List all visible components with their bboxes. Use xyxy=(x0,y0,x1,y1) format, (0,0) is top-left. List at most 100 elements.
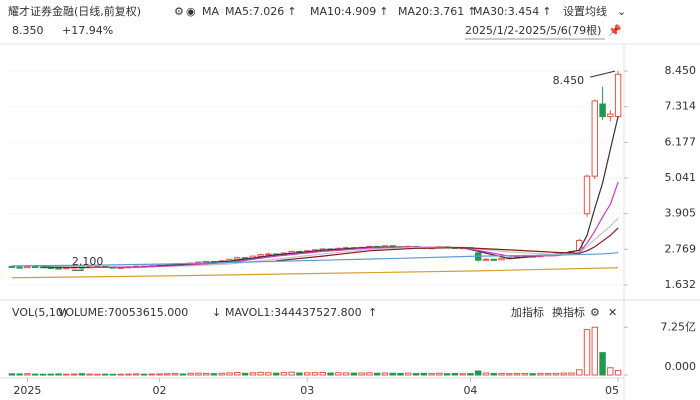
candle-body xyxy=(498,257,505,261)
volume-bar xyxy=(482,372,490,376)
y-tick-label: 8.450 xyxy=(665,64,697,77)
volume-bar xyxy=(249,372,257,376)
volume-bar xyxy=(381,372,389,376)
volume-bar xyxy=(109,373,117,376)
eye-icon[interactable]: ◉ xyxy=(186,5,196,18)
volume-bar xyxy=(179,373,187,376)
volume-bar xyxy=(443,373,451,376)
volume-bar xyxy=(125,373,132,376)
ma-arrow: ↑ xyxy=(542,5,551,18)
volume-bar xyxy=(319,372,326,376)
y-tick-label: 1.632 xyxy=(665,278,697,291)
y-tick-label: 7.25亿 xyxy=(661,320,697,333)
volume-bar xyxy=(591,326,599,376)
volume-bar xyxy=(335,372,342,376)
volume-bar xyxy=(560,372,567,376)
candle-body xyxy=(8,265,16,268)
volume-bar xyxy=(389,372,396,376)
volume-bar xyxy=(607,367,614,376)
volume-bar xyxy=(31,373,39,376)
volume-bar xyxy=(94,373,101,376)
volume-bar xyxy=(241,372,249,376)
volume-bar xyxy=(257,371,264,376)
volume-bar xyxy=(210,373,218,376)
ma-item: MA10:4.909 xyxy=(310,5,376,18)
volume-bar xyxy=(140,373,148,376)
ma-label: MA xyxy=(202,5,219,18)
volume-bar xyxy=(272,372,280,376)
volume-bar xyxy=(513,373,521,376)
ma-arrow: ↑ xyxy=(287,5,296,18)
y-tick-label: 3.905 xyxy=(665,207,697,220)
vol-arrow: ↓ xyxy=(212,306,221,319)
volume-bar xyxy=(428,373,435,376)
volume-bar xyxy=(195,372,202,376)
volume-bar xyxy=(304,372,311,376)
x-tick-label: 2025 xyxy=(13,384,41,397)
candle-body xyxy=(265,253,272,256)
x-tick-label: 05 xyxy=(605,384,619,397)
y-tick-label: 7.314 xyxy=(665,100,697,113)
ma-item: MA20:3.761 xyxy=(398,5,464,18)
ma-item: MA30:3.454 xyxy=(473,5,539,18)
volume-bar xyxy=(366,372,373,376)
volume-bar xyxy=(412,373,420,376)
vol-close-icon[interactable]: ✕ xyxy=(608,306,617,319)
volume-bar xyxy=(529,373,536,376)
volume-bar xyxy=(311,372,319,376)
y-tick-label: 6.177 xyxy=(665,135,697,148)
volume-bar xyxy=(86,373,93,376)
volume-bar xyxy=(373,372,381,376)
volume-bar xyxy=(552,372,560,376)
ma-line xyxy=(182,217,619,267)
mavol-value: MAVOL1:344437527.800 xyxy=(225,306,362,319)
volume-bar xyxy=(451,373,459,376)
volume-bar xyxy=(599,352,606,376)
volume-bar xyxy=(568,372,575,376)
volume-bar xyxy=(498,372,505,376)
volume-bar xyxy=(405,372,412,376)
candle-body xyxy=(482,258,490,261)
volume-bar xyxy=(537,372,544,376)
candle-body xyxy=(24,265,31,269)
ma-arrow: ↑ xyxy=(379,5,388,18)
vol-settings-icon[interactable]: ⚙ xyxy=(590,306,600,319)
volume-bar xyxy=(101,373,109,376)
volume-bar xyxy=(265,372,272,376)
volume-bar xyxy=(117,373,124,376)
volume-bar xyxy=(327,372,334,376)
settings-icon[interactable]: ⚙ xyxy=(174,5,184,18)
volume-bar xyxy=(576,369,583,376)
date-range[interactable]: 2025/1/2-2025/5/6(79根) xyxy=(465,23,601,37)
candle-body xyxy=(55,267,62,270)
volume-bar xyxy=(63,373,70,376)
volume-bar xyxy=(234,372,241,376)
volume-bar xyxy=(47,373,54,376)
volume-bar xyxy=(459,373,466,376)
switch-indicator[interactable]: 换指标 xyxy=(552,305,585,319)
y-tick-label: 5.041 xyxy=(665,171,697,184)
candle-body xyxy=(583,175,591,215)
volume-bar xyxy=(218,372,225,376)
volume-bar xyxy=(55,373,62,376)
candle-body xyxy=(31,265,39,268)
chart-title: 耀才证券金融(日线,前复权) xyxy=(8,4,141,18)
vol-value: VOLUME:70053615.000 xyxy=(58,306,188,319)
volume-bar xyxy=(397,372,404,376)
pin-icon[interactable]: 📌 xyxy=(608,23,622,37)
annotation: 8.450 xyxy=(553,74,585,87)
dropdown-icon[interactable]: ⌄ xyxy=(617,5,626,18)
volume-bar xyxy=(288,371,295,376)
mavol-arrow: ↑ xyxy=(368,306,377,319)
ma-line xyxy=(11,267,619,279)
volume-bar xyxy=(280,372,288,376)
annotation-arrow xyxy=(589,70,616,78)
add-indicator[interactable]: 加指标 xyxy=(511,305,544,319)
volume-bar xyxy=(148,373,156,376)
volume-bar xyxy=(436,372,443,376)
ma-settings[interactable]: 设置均线 xyxy=(563,4,607,18)
volume-bar xyxy=(506,373,513,376)
x-tick-label: 02 xyxy=(153,384,167,397)
